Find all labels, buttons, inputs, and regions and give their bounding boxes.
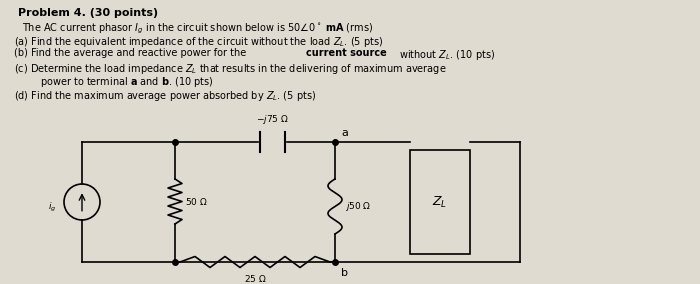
Text: 50 $\Omega$: 50 $\Omega$ bbox=[185, 196, 208, 207]
Text: 25 $\Omega$: 25 $\Omega$ bbox=[244, 273, 267, 284]
Bar bbox=[410, 150, 470, 254]
Text: The AC current phasor $I_g$ in the circuit shown below is 50$\angle$0$^\circ$ $\: The AC current phasor $I_g$ in the circu… bbox=[22, 22, 373, 36]
Text: b: b bbox=[341, 268, 348, 278]
Text: (c) Determine the load impedance $Z_L$ that results in the delivering of maximum: (c) Determine the load impedance $Z_L$ t… bbox=[14, 62, 447, 76]
Text: $-j75\ \Omega$: $-j75\ \Omega$ bbox=[256, 113, 289, 126]
Text: power to terminal $\mathbf{a}$ and $\mathbf{b}$. (10 pts): power to terminal $\mathbf{a}$ and $\mat… bbox=[40, 76, 214, 89]
Text: $Z_L$: $Z_L$ bbox=[433, 195, 447, 210]
Text: (b) Find the average and reactive power for the: (b) Find the average and reactive power … bbox=[14, 49, 249, 59]
Text: $j50\ \Omega$: $j50\ \Omega$ bbox=[345, 200, 371, 213]
Text: Problem 4. (30 points): Problem 4. (30 points) bbox=[18, 8, 158, 18]
Text: without $Z_L$. (10 pts): without $Z_L$. (10 pts) bbox=[396, 49, 495, 62]
Text: (d) Find the maximum average power absorbed by $Z_L$. (5 pts): (d) Find the maximum average power absor… bbox=[14, 89, 316, 103]
Text: current source: current source bbox=[306, 49, 386, 59]
Text: a: a bbox=[341, 128, 348, 138]
Text: $i_g$: $i_g$ bbox=[48, 201, 56, 214]
Text: (a) Find the equivalent impedance of the circuit without the load $Z_L$. (5 pts): (a) Find the equivalent impedance of the… bbox=[14, 35, 383, 49]
